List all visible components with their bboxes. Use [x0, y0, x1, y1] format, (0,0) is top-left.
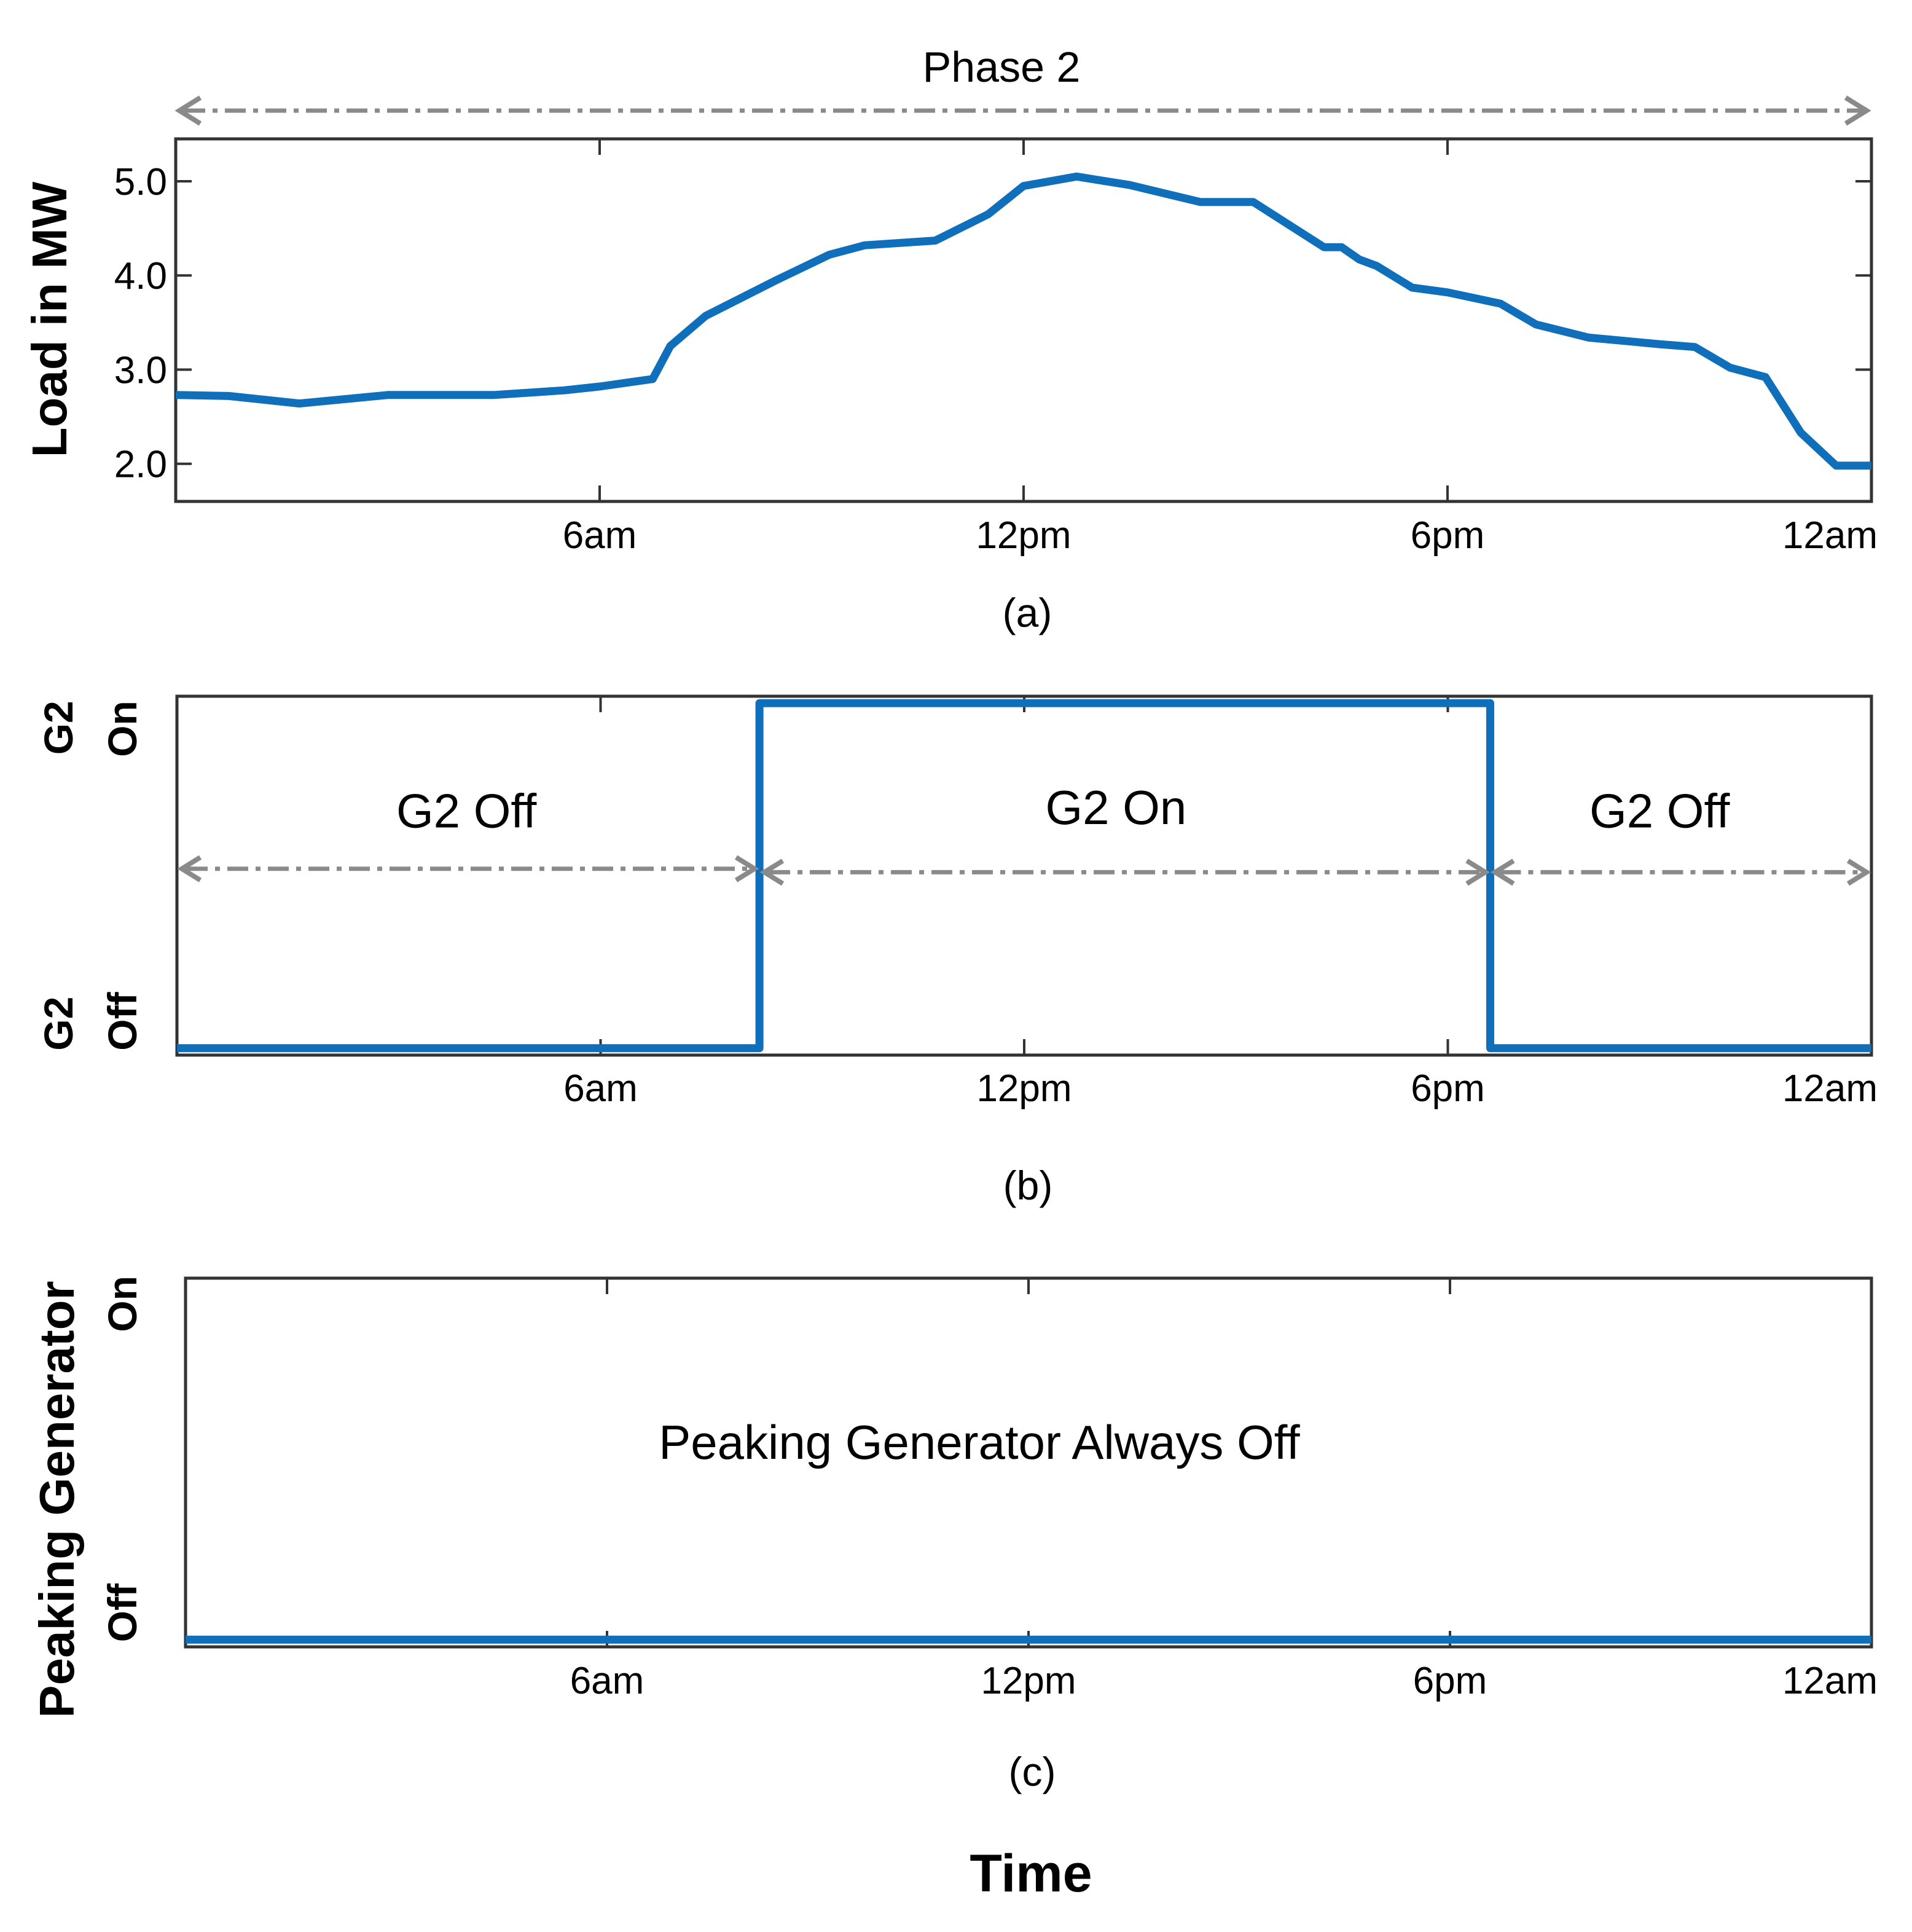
phase-arrow-head-left — [174, 95, 202, 126]
state-off-label: Off — [100, 1583, 145, 1642]
x-tick-label: 6am — [563, 1067, 638, 1110]
annotation-text: G2 On — [1046, 780, 1187, 834]
y-axis-label: Load in MW — [22, 181, 77, 457]
x-tick-label: 12pm — [981, 1660, 1076, 1702]
annotation-text: G2 Off — [396, 783, 537, 838]
panel-b-g2-status: 6am 12pm 6pm 12am On Off G2 G2 G2 Off G2 On G2 Off… — [36, 694, 1878, 1208]
y-tick-label: 3.0 — [114, 349, 167, 391]
panel-b-frame — [175, 694, 1873, 1057]
x-tick-label: 6pm — [1413, 1660, 1487, 1702]
state-on-label: On — [100, 701, 145, 757]
y-tick-label: 2.0 — [114, 444, 167, 486]
phase-arrow-head-right — [1844, 95, 1871, 126]
state-span-arrow-0-head-right — [734, 855, 759, 882]
x-tick-label: 6am — [570, 1660, 645, 1702]
state-span-arrow-1-head-left — [759, 858, 785, 886]
x-tick-label: 6pm — [1411, 1067, 1485, 1110]
series-line-a — [175, 172, 1871, 470]
panel-caption: (c) — [1009, 1749, 1056, 1794]
y-tick-label: 5.0 — [114, 161, 167, 203]
state-span-arrow-0-head-left — [177, 855, 202, 882]
state-span-arrow-1-head-right — [1465, 858, 1491, 886]
state-off-label: Off — [100, 991, 145, 1050]
y-label-bottom: G2 — [36, 997, 81, 1051]
state-span-arrow-2-head-left — [1490, 858, 1515, 886]
panel-caption: (a) — [1003, 590, 1052, 635]
phase-span-arrow — [174, 95, 1871, 126]
y-tick-label: 4.0 — [114, 255, 167, 297]
annotation-text: Peaking Generator Always Off — [659, 1415, 1300, 1469]
series-line-b — [177, 699, 1871, 1053]
x-tick-label: 12am — [1782, 1067, 1878, 1110]
y-label-top: G2 — [36, 701, 81, 755]
x-tick-label: 12am — [1782, 1660, 1878, 1702]
state-on-label: On — [100, 1276, 145, 1332]
x-tick-label: 12pm — [976, 514, 1071, 557]
x-axis-title: Time — [970, 1844, 1092, 1903]
panel-caption: (b) — [1003, 1163, 1053, 1208]
panel-c-peaking-status: 6am 12pm 6pm 12am On Off Peaking Generator Peak… — [29, 1276, 1878, 1794]
phase-label: Phase 2 — [923, 43, 1081, 91]
x-tick-label: 12am — [1782, 514, 1878, 557]
panel-a-frame — [174, 137, 1873, 503]
x-tick-label: 6pm — [1411, 514, 1485, 557]
panel-a-load: 6am 12pm 6pm 12am 2.0 3.0 4.0 5.0 Load in MW (a) — [22, 137, 1878, 635]
x-tick-label: 6am — [563, 514, 637, 557]
state-span-arrow-2-head-right — [1846, 858, 1871, 886]
y-axis-label: Peaking Generator — [29, 1281, 84, 1718]
annotation-text: G2 Off — [1589, 783, 1730, 838]
x-tick-label: 12pm — [976, 1067, 1072, 1110]
